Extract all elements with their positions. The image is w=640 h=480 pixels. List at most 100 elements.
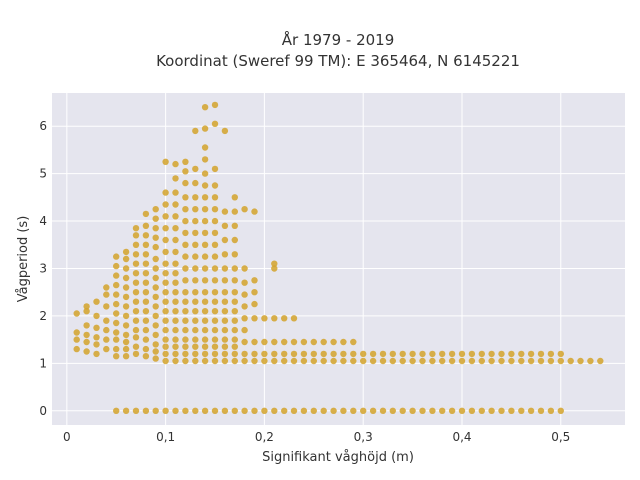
y-tick-label: 6 (39, 119, 47, 133)
data-point (577, 357, 584, 365)
data-point (231, 336, 238, 343)
data-point (201, 350, 209, 358)
data-point (221, 236, 229, 244)
data-point (103, 317, 110, 324)
data-point (73, 336, 80, 343)
data-point (547, 407, 555, 414)
data-point (320, 357, 327, 365)
data-point (231, 407, 238, 414)
data-point (211, 326, 219, 334)
data-point (162, 357, 169, 365)
data-point (182, 194, 189, 201)
data-point (162, 326, 169, 334)
data-point (211, 229, 219, 237)
data-point (152, 312, 159, 320)
data-point (172, 248, 179, 256)
data-point (122, 303, 130, 310)
data-point (211, 298, 219, 305)
data-point (231, 251, 238, 258)
data-point (152, 355, 159, 362)
data-point (458, 357, 466, 365)
data-point (409, 350, 416, 358)
y-tick-label: 1 (39, 356, 47, 370)
data-point (201, 253, 209, 260)
data-point (221, 265, 229, 272)
data-point (132, 270, 140, 277)
chart-title: År 1979 - 2019 (282, 30, 395, 49)
data-point (172, 213, 179, 220)
data-point (211, 343, 219, 350)
data-point (122, 293, 130, 301)
data-point (201, 170, 209, 177)
data-point (231, 357, 238, 365)
data-point (300, 407, 308, 414)
data-point (172, 357, 179, 365)
data-point (83, 308, 90, 315)
data-point (320, 338, 327, 346)
data-point (142, 308, 150, 315)
data-point (132, 279, 140, 286)
data-point (488, 357, 495, 365)
data-point (132, 308, 140, 315)
data-point (182, 217, 189, 225)
x-axis-label: Signifikant våghöjd (m) (262, 450, 414, 465)
data-point (192, 253, 199, 260)
data-point (172, 225, 179, 232)
data-point (231, 343, 238, 350)
data-point (221, 357, 229, 365)
data-point (182, 336, 189, 343)
data-point (241, 350, 248, 358)
data-point (350, 350, 357, 358)
data-point (162, 236, 169, 244)
data-point (221, 277, 229, 284)
data-point (132, 298, 140, 305)
data-point (172, 175, 179, 182)
data-point (211, 182, 219, 189)
x-tick-label: 0,1 (156, 430, 175, 444)
data-point (231, 350, 238, 358)
data-point (113, 353, 120, 360)
data-point (597, 357, 604, 365)
data-point (83, 348, 90, 355)
data-point (192, 336, 199, 343)
data-point (271, 338, 278, 346)
data-point (142, 210, 150, 218)
data-point (113, 272, 120, 279)
data-point (290, 357, 298, 365)
data-point (201, 265, 209, 272)
data-point (557, 357, 564, 365)
data-point (439, 357, 446, 365)
data-point (211, 241, 219, 248)
data-point (537, 350, 545, 358)
data-point (330, 338, 337, 346)
data-point (211, 101, 219, 109)
data-point (527, 407, 535, 414)
data-point (142, 232, 150, 239)
data-point (290, 338, 298, 346)
data-point (93, 298, 100, 305)
y-axis-ticks: 0 1 2 3 4 5 6 (39, 119, 47, 418)
data-point (211, 217, 219, 225)
data-point (113, 310, 120, 317)
data-point (310, 357, 317, 365)
data-point (508, 357, 515, 365)
data-point (201, 194, 209, 201)
data-point (251, 300, 258, 308)
data-point (172, 336, 179, 343)
data-point (152, 284, 159, 291)
data-point (211, 308, 219, 315)
y-axis-label: Vågperiod (s) (16, 216, 31, 303)
data-point (389, 407, 396, 414)
data-point (172, 326, 179, 334)
data-point (439, 407, 446, 414)
data-point (182, 265, 189, 272)
data-point (122, 331, 130, 339)
data-point (537, 357, 545, 365)
data-point (182, 357, 189, 365)
data-point (350, 407, 357, 414)
data-point (429, 357, 436, 365)
data-point (290, 350, 298, 358)
y-tick-label: 0 (39, 404, 47, 418)
data-point (231, 222, 238, 229)
